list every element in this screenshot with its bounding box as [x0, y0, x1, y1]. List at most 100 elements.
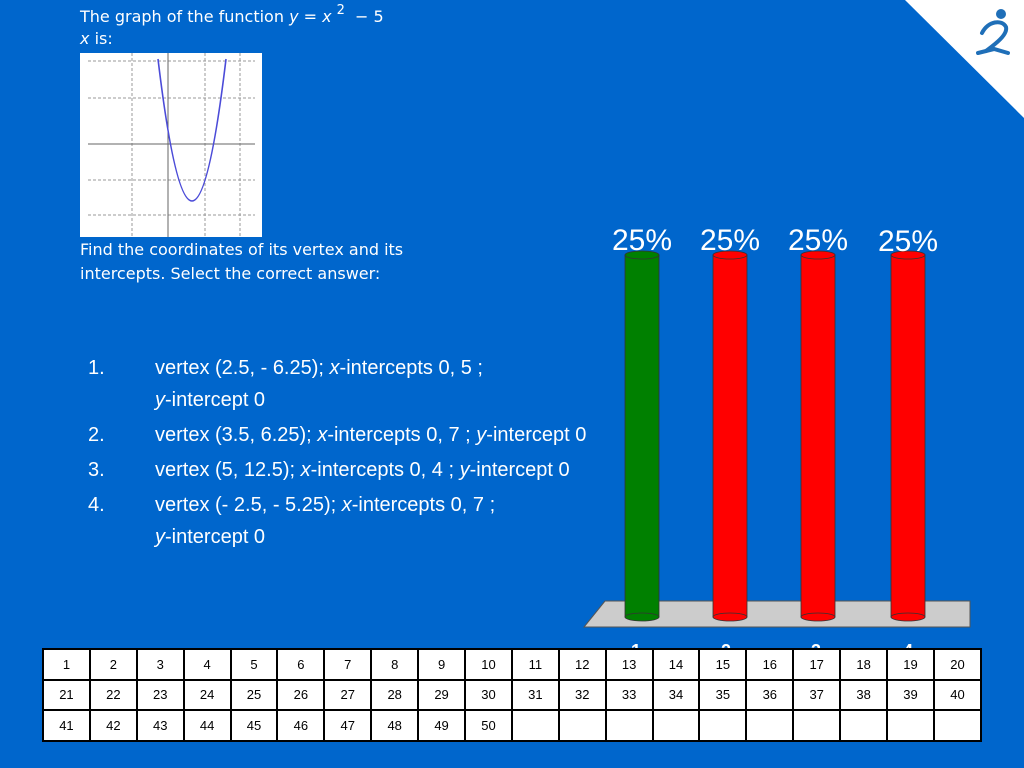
- grid-row: 1 2 3 4 5 6 7 8 9 10 11 12 13 14 15 16 17 18 19 20: [42, 648, 983, 681]
- answer-y-var: y: [155, 526, 165, 548]
- grid-cell: 28: [370, 678, 420, 712]
- grid-row: 21 22 23 24 25 26 27 28 29 30 31 32 33 34 35 36 37 38 39 40: [42, 678, 983, 712]
- grid-cell: 11: [510, 648, 560, 681]
- grid-cell: 38: [839, 678, 889, 712]
- bar-3: [800, 250, 836, 622]
- bar-4: [890, 250, 926, 622]
- grid-cell: 31: [510, 678, 560, 712]
- bar-percent-label: 25%: [700, 224, 760, 257]
- grid-cell: 24: [182, 678, 232, 712]
- response-grid: 1 2 3 4 5 6 7 8 9 10 11 12 13 14 15 16 17 18 19 20 21 22 23 24 2…: [42, 648, 983, 742]
- answer-x-intercepts: -intercepts 0, 4 ;: [310, 459, 455, 481]
- i-clicker-logo-icon: [976, 9, 1010, 55]
- grid-cell: 32: [557, 678, 607, 712]
- bar-percent-label: 25%: [612, 224, 672, 257]
- grid-cell: [651, 709, 701, 742]
- grid-cell: 23: [135, 678, 185, 712]
- question-is: is:: [94, 29, 113, 48]
- grid-cell: 37: [792, 678, 842, 712]
- grid-cell: 33: [604, 678, 654, 712]
- answer-y-intercept: -intercept 0: [165, 526, 266, 548]
- grid-cell: 20: [932, 648, 983, 681]
- answer-vertex: vertex (2.5, - 6.25);: [155, 357, 324, 379]
- grid-cell: 6: [276, 648, 326, 681]
- question-lead: The graph of the function: [80, 7, 284, 26]
- x-variable-2: x: [80, 29, 90, 48]
- grid-cell: 2: [88, 648, 138, 681]
- parabola-graph: [80, 53, 262, 237]
- answer-y-intercept: -intercept 0: [165, 389, 266, 411]
- answer-vertex: vertex (- 2.5, - 5.25);: [155, 494, 337, 516]
- grid-cell: 47: [323, 709, 373, 742]
- answer-option-2[interactable]: 2. vertex (3.5, 6.25); x-intercepts 0, 7…: [88, 419, 608, 451]
- grid-cell: 29: [417, 678, 467, 712]
- grid-cell: 40: [932, 678, 983, 712]
- grid-cell: 12: [557, 648, 607, 681]
- answer-vertex: vertex (3.5, 6.25);: [155, 424, 312, 446]
- answer-option-1[interactable]: 1. vertex (2.5, - 6.25); x-intercepts 0,…: [88, 352, 608, 416]
- grid-cell: 1: [42, 648, 91, 681]
- grid-cell: 7: [323, 648, 373, 681]
- x-variable: x: [322, 7, 332, 26]
- grid-cell: 34: [651, 678, 701, 712]
- grid-cell: [886, 709, 935, 742]
- grid-cell: 17: [792, 648, 842, 681]
- grid-cell: 45: [229, 709, 279, 742]
- bar-percent-label: 25%: [878, 225, 938, 258]
- answer-number: 1.: [88, 357, 105, 379]
- grid-cell: [698, 709, 748, 742]
- grid-cell: 26: [276, 678, 326, 712]
- equals-sign: =: [303, 7, 318, 26]
- grid-cell: 5: [229, 648, 279, 681]
- answer-number: 3.: [88, 459, 105, 481]
- grid-cell: 36: [745, 678, 795, 712]
- answer-x-var: x: [341, 494, 352, 516]
- answer-x-var: x: [300, 459, 311, 481]
- grid-cell: 22: [88, 678, 138, 712]
- answer-x-intercepts: -intercepts 0, 7 ;: [327, 424, 471, 446]
- grid-cell: 21: [42, 678, 91, 712]
- answer-option-3[interactable]: 3. vertex (5, 12.5); x-intercepts 0, 4 ;…: [88, 454, 608, 486]
- grid-cell: 10: [464, 648, 513, 681]
- grid-cell: 39: [886, 678, 935, 712]
- grid-cell: [839, 709, 889, 742]
- grid-cell: [557, 709, 607, 742]
- bar-percent-label: 25%: [788, 224, 848, 257]
- grid-cell: 30: [464, 678, 513, 712]
- answer-number: 2.: [88, 424, 105, 446]
- answer-x-intercepts: -intercepts 0, 7 ;: [351, 494, 496, 516]
- grid-cell: 27: [323, 678, 373, 712]
- grid-cell: 13: [604, 648, 654, 681]
- grid-cell: 49: [417, 709, 467, 742]
- grid-cell: 25: [229, 678, 279, 712]
- grid-cell: 18: [839, 648, 889, 681]
- grid-cell: 48: [370, 709, 420, 742]
- grid-cell: 46: [276, 709, 326, 742]
- grid-cell: [604, 709, 654, 742]
- grid-cell: 14: [651, 648, 701, 681]
- bar-1: [624, 250, 660, 622]
- grid-cell: 35: [698, 678, 748, 712]
- grid-row: 41 42 43 44 45 46 47 48 49 50: [42, 709, 983, 742]
- question-tail: − 5: [354, 7, 384, 26]
- grid-cell: 3: [135, 648, 185, 681]
- grid-cell: 50: [464, 709, 513, 742]
- exponent: 2: [336, 3, 345, 18]
- bar-2: [712, 250, 748, 622]
- answer-option-4[interactable]: 4. vertex (- 2.5, - 5.25); x-intercepts …: [88, 489, 608, 553]
- answer-vertex: vertex (5, 12.5);: [155, 459, 296, 481]
- answer-x-var: x: [317, 424, 328, 446]
- answer-number: 4.: [88, 494, 105, 516]
- response-bar-chart: 25%125%225%325%4: [582, 224, 971, 661]
- answer-list: 1. vertex (2.5, - 6.25); x-intercepts 0,…: [88, 352, 608, 556]
- grid-cell: 16: [745, 648, 795, 681]
- grid-cell: 8: [370, 648, 420, 681]
- grid-cell: 15: [698, 648, 748, 681]
- answer-x-var: x: [329, 357, 340, 379]
- grid-cell: 9: [417, 648, 467, 681]
- grid-cell: 41: [42, 709, 91, 742]
- answer-y-var: y: [155, 389, 165, 411]
- answer-y-intercept: -intercept 0: [486, 424, 587, 446]
- y-variable: y: [289, 7, 299, 26]
